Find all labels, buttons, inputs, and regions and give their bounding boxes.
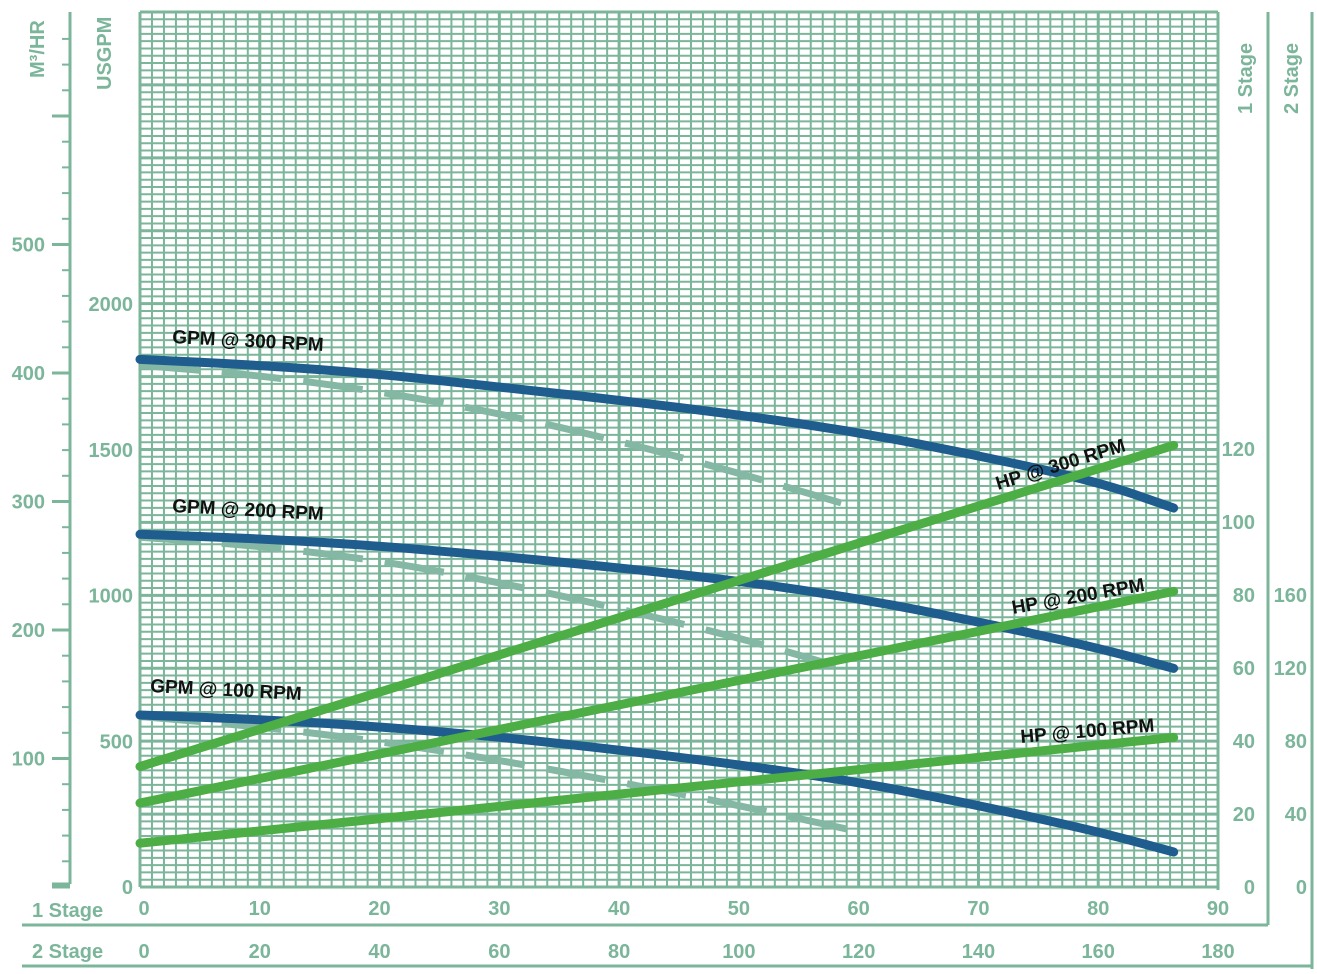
- hp-1-stage-axis-title: 1 Stage: [1235, 43, 1257, 114]
- m3hr-tick-label: 500: [12, 235, 45, 257]
- x-axis-1-stage-tick-label: 40: [608, 898, 630, 920]
- hp-2-stage-axis-title: 2 Stage: [1281, 43, 1303, 114]
- x-axis-2-stage-tick-label: 180: [1201, 941, 1234, 963]
- axis-frames: [22, 12, 1314, 969]
- curve-hp-300-rpm: [135, 440, 1179, 772]
- curve-gpm-300-rpm: [135, 354, 1179, 513]
- x-axis-2-stage-tick-label: 60: [488, 941, 510, 963]
- m3hr-tick-label: 200: [12, 620, 45, 642]
- x-axis-2-stage-tick-label: 140: [962, 941, 995, 963]
- usgpm-tick-label: 1500: [89, 440, 134, 462]
- x-axis-2-stage-tick-label: 100: [722, 941, 755, 963]
- dashed-curve: [139, 533, 836, 669]
- x-axis-2-stage-tick-label: 120: [842, 941, 875, 963]
- axis-ticks: 0100200300400500500100015002000020406080…: [12, 37, 1307, 963]
- x-axis-1-stage-tick-label: 50: [728, 898, 750, 920]
- hp-1-stage-tick-label: 0: [1244, 877, 1255, 899]
- x-axis-2-stage-tick-label: 20: [249, 941, 271, 963]
- x-axis-1-stage-tick-label: 0: [138, 898, 149, 920]
- x-axis-1-stage-label: 1 Stage: [32, 900, 103, 922]
- x-axis-1-stage-tick-label: 80: [1087, 898, 1109, 920]
- x-axis-1-stage-tick-label: 90: [1207, 898, 1229, 920]
- x-axis-1-stage-tick-label: 60: [848, 898, 870, 920]
- usgpm-tick-label: 1000: [89, 586, 134, 608]
- dashed-curve: [139, 361, 860, 512]
- x-axis-1-stage-tick-label: 70: [967, 898, 989, 920]
- hp-2-stage-tick-label: 40: [1285, 804, 1307, 826]
- usgpm-axis-title: USGPM: [94, 17, 116, 90]
- m3hr-tick-label: 300: [12, 492, 45, 514]
- hp-1-stage-tick-label: 100: [1222, 512, 1255, 534]
- m3hr-tick-label: 400: [12, 363, 45, 385]
- m3hr-tick-label: 100: [12, 749, 45, 771]
- hp-1-stage-tick-label: 120: [1222, 439, 1255, 461]
- hp-1-stage-tick-label: 40: [1233, 731, 1255, 753]
- hp-1-stage-tick-label: 20: [1233, 804, 1255, 826]
- chart-grid: [138, 10, 1220, 889]
- m3hr-axis-title: M³/HR: [27, 20, 49, 78]
- hp-2-stage-tick-label: 0: [1296, 877, 1307, 899]
- x-axis-1-stage-tick-label: 30: [488, 898, 510, 920]
- x-axis-1-stage-tick-label: 20: [368, 898, 390, 920]
- curve-hp-200-rpm: [135, 586, 1179, 808]
- usgpm-tick-label: 2000: [89, 294, 134, 316]
- hp-2-stage-tick-label: 80: [1285, 731, 1307, 753]
- dashed-curves: [139, 361, 860, 836]
- performance-curves: [135, 354, 1179, 857]
- curve-hp-100-rpm: [135, 732, 1179, 848]
- dashed-curve: [139, 712, 860, 836]
- curve-gpm-200-rpm: [135, 529, 1179, 673]
- x-axis-2-stage-label: 2 Stage: [32, 941, 103, 963]
- x-axis-2-stage-tick-label: 40: [368, 941, 390, 963]
- hp-1-stage-tick-label: 80: [1233, 585, 1255, 607]
- x-axis-2-stage-tick-label: 0: [138, 941, 149, 963]
- x-axis-2-stage-tick-label: 80: [608, 941, 630, 963]
- m3hr-tick-label: 0: [122, 877, 133, 899]
- hp-2-stage-tick-label: 160: [1274, 585, 1307, 607]
- hp-1-stage-tick-label: 60: [1233, 658, 1255, 680]
- x-axis-1-stage-tick-label: 10: [249, 898, 271, 920]
- usgpm-tick-label: 500: [100, 731, 133, 753]
- hp-2-stage-tick-label: 120: [1274, 658, 1307, 680]
- x-axis-2-stage-tick-label: 160: [1082, 941, 1115, 963]
- curve-gpm-100-rpm: [135, 710, 1179, 857]
